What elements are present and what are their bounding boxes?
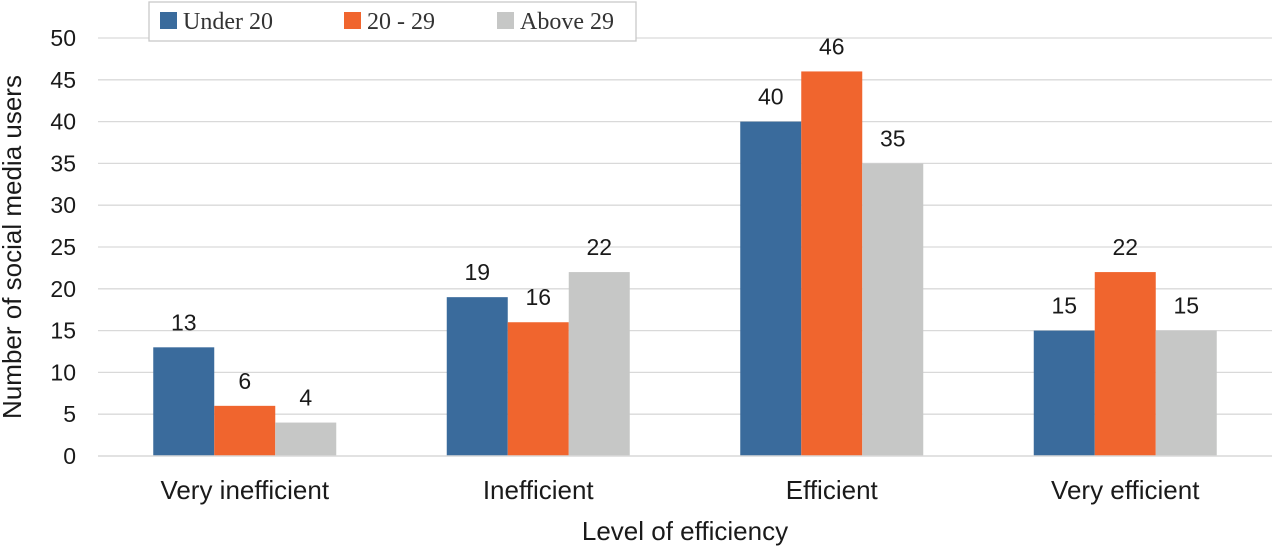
bar [507, 322, 569, 456]
bar [1033, 330, 1095, 456]
bar [740, 121, 802, 456]
bar-series [153, 71, 1217, 456]
y-axis-ticks: 0 5 10 15 20 25 30 35 40 45 50 [50, 25, 76, 469]
y-tick-label: 20 [50, 276, 76, 302]
y-tick-label: 30 [50, 192, 76, 218]
data-label: 22 [586, 234, 612, 260]
data-label: 15 [1051, 293, 1077, 319]
y-tick-label: 0 [63, 443, 76, 469]
bar [568, 272, 630, 456]
data-label: 15 [1173, 293, 1199, 319]
data-label: 22 [1112, 234, 1138, 260]
data-label: 35 [880, 125, 906, 151]
legend-swatch [497, 12, 514, 29]
legend-item[interactable]: Under 20 [183, 9, 273, 35]
y-tick-label: 25 [50, 234, 76, 260]
bar [1155, 330, 1217, 456]
grid-lines [98, 37, 1272, 415]
data-label: 4 [299, 385, 312, 411]
legend-swatch [160, 12, 177, 29]
data-label: 19 [464, 259, 490, 285]
data-labels: 13 6 4 19 16 22 40 46 35 15 22 15 [171, 33, 1199, 410]
bar [446, 297, 508, 456]
data-label: 13 [171, 309, 197, 335]
legend-item[interactable]: Above 29 [520, 9, 614, 35]
x-tick-label: Inefficient [483, 475, 595, 505]
y-tick-label: 10 [50, 359, 76, 385]
bar [214, 405, 276, 456]
data-label: 6 [238, 368, 251, 394]
bar [801, 71, 863, 456]
y-tick-label: 35 [50, 150, 76, 176]
bar [1094, 272, 1156, 456]
x-tick-label: Very efficient [1051, 475, 1200, 505]
y-axis-title: Number of social media users [0, 75, 27, 419]
y-tick-label: 45 [50, 67, 76, 93]
data-label: 16 [525, 284, 551, 310]
data-label: 40 [758, 84, 784, 110]
bar [153, 347, 215, 456]
legend-item[interactable]: 20 - 29 [367, 9, 435, 35]
y-tick-label: 5 [63, 401, 76, 427]
x-axis-title: Level of efficiency [582, 516, 788, 546]
legend-box [148, 1, 637, 42]
y-tick-label: 15 [50, 318, 76, 344]
x-axis-categories: Very inefficient Inefficient Efficient Very… [160, 475, 1200, 505]
data-label: 46 [819, 33, 845, 59]
bar [275, 422, 337, 456]
x-tick-label: Very inefficient [160, 475, 329, 505]
legend[interactable]: Under 20 20 - 29 Above 29 [148, 1, 637, 42]
x-tick-label: Efficient [786, 475, 879, 505]
y-tick-label: 40 [50, 109, 76, 135]
legend-swatch [344, 12, 361, 29]
bar [862, 163, 924, 456]
y-tick-label: 50 [50, 25, 76, 51]
